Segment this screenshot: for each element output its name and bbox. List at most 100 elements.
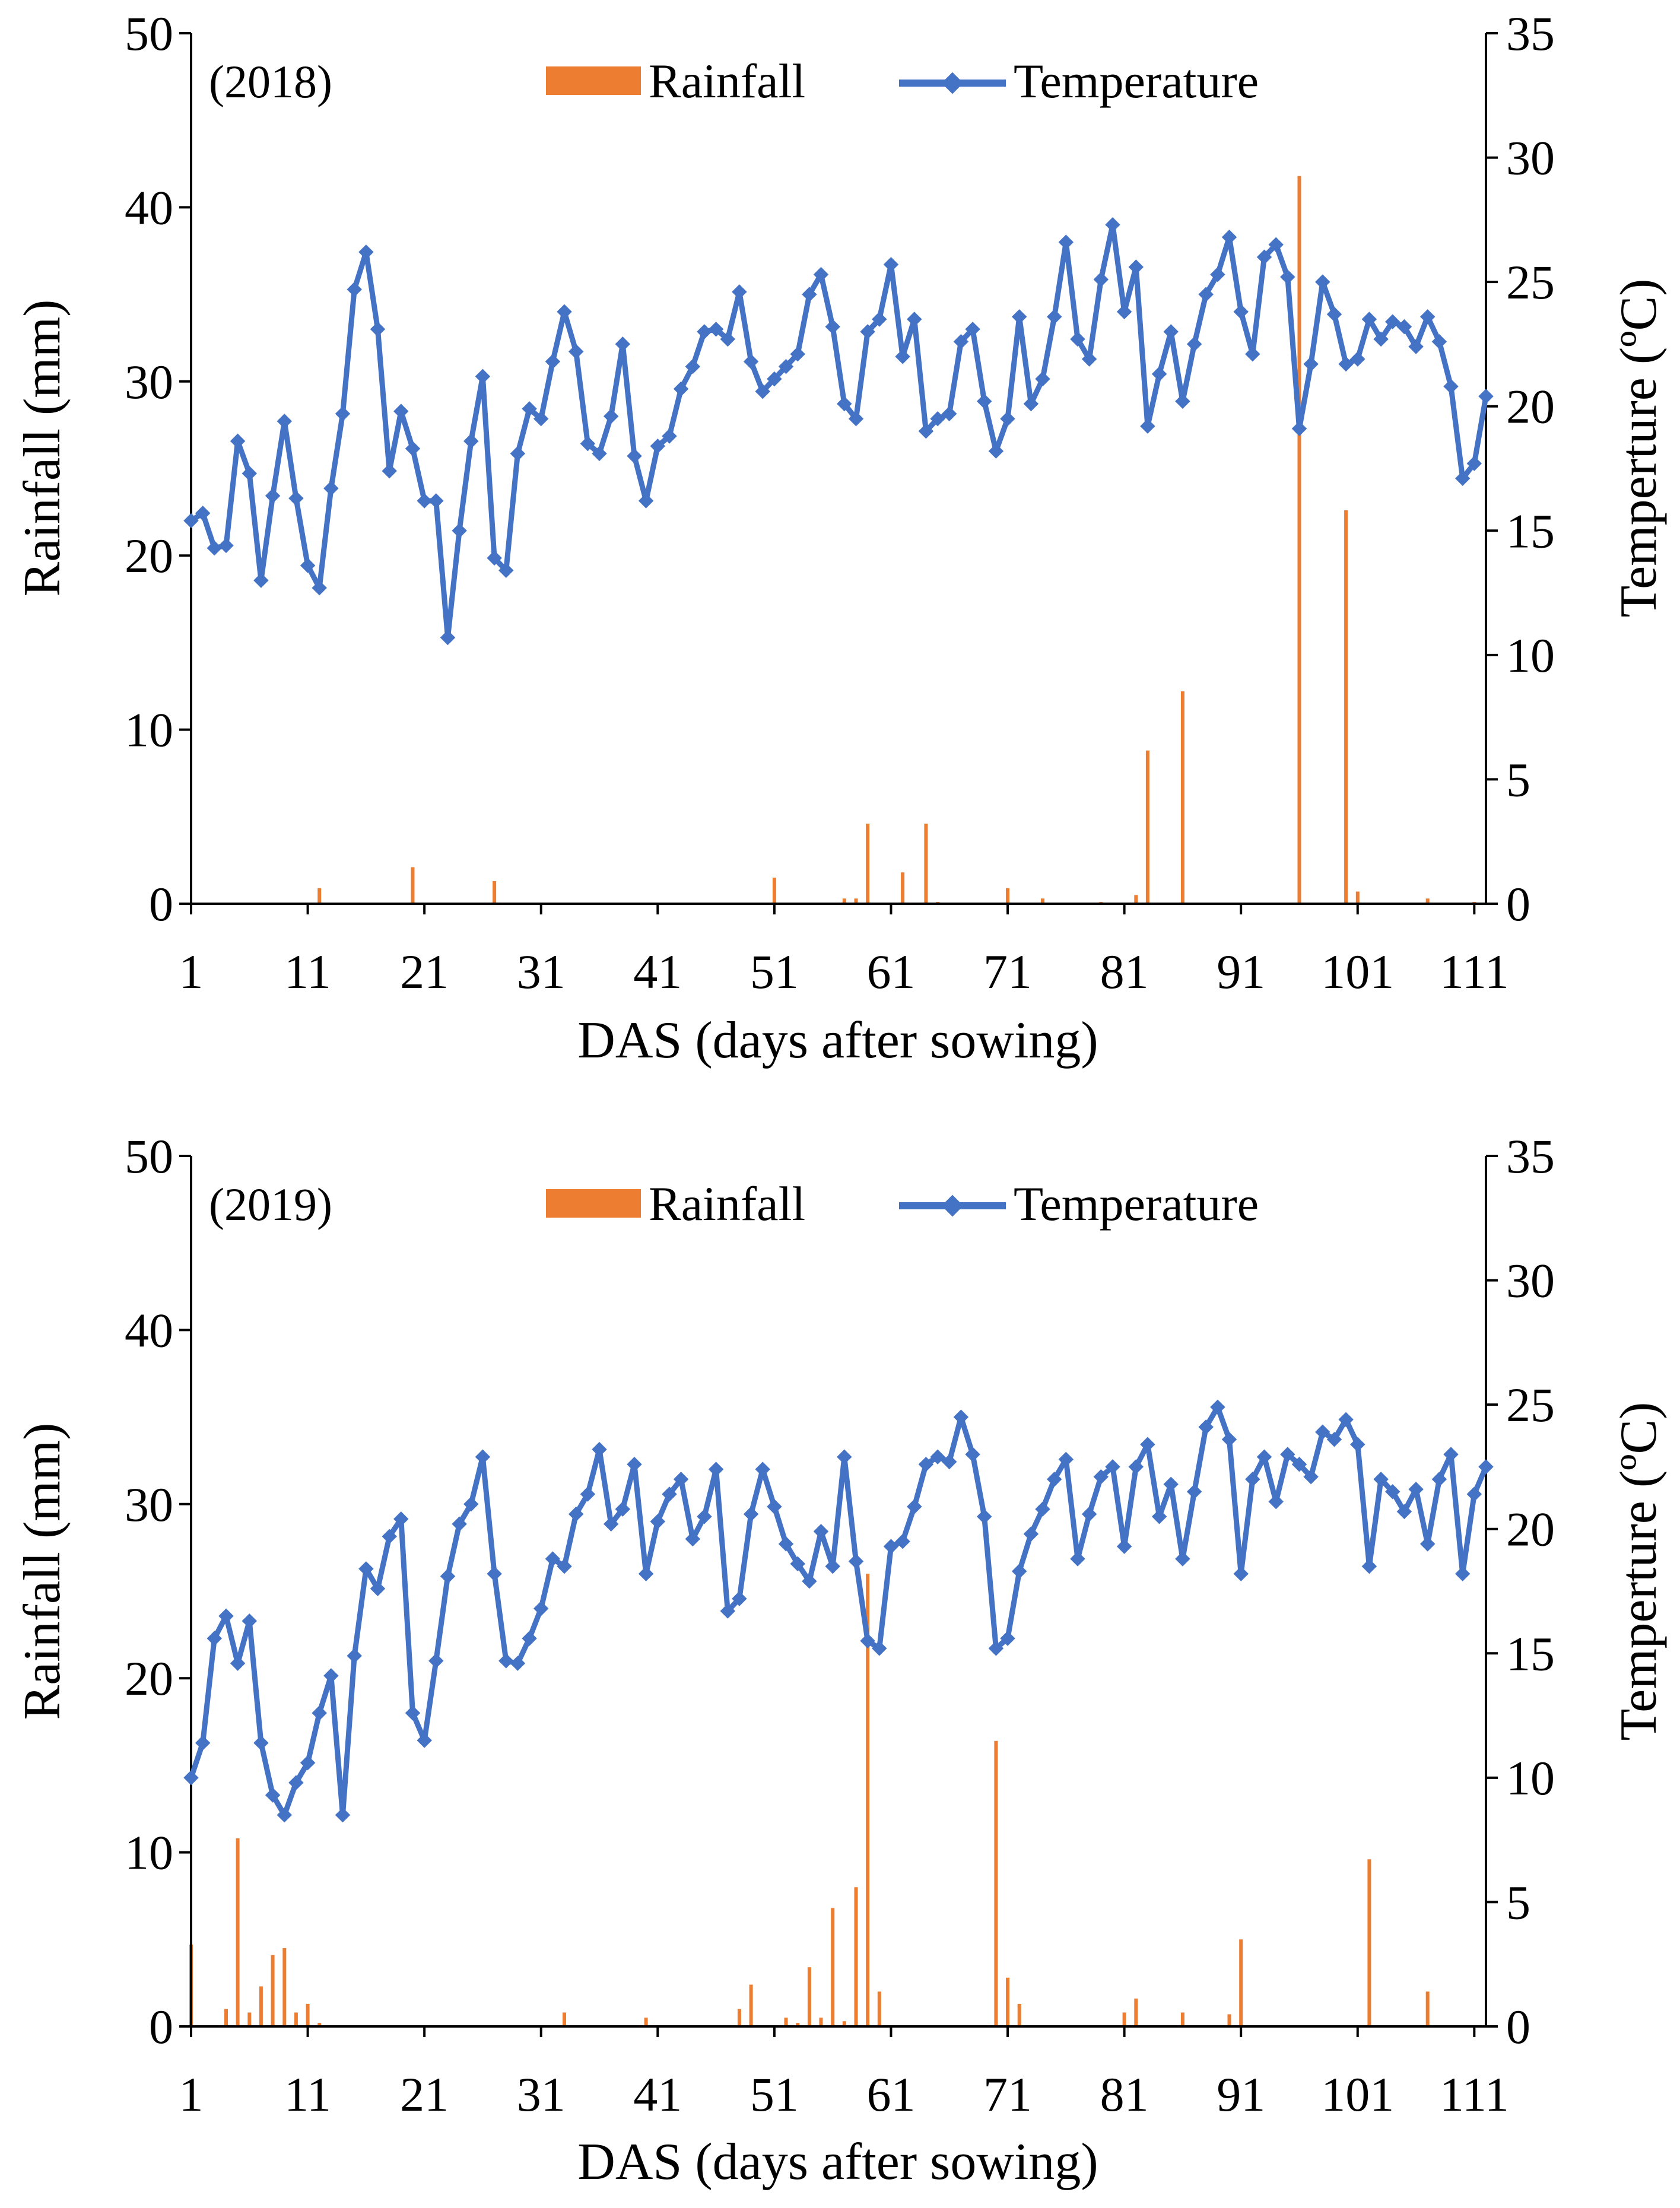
x-tick-label: 1 <box>179 2067 204 2121</box>
rainfall-bar <box>796 2023 800 2026</box>
temperature-point <box>568 344 584 360</box>
y-left-tick-label: 50 <box>125 7 173 61</box>
temperature-point <box>463 433 479 449</box>
rainfall-bar <box>1017 2003 1021 2026</box>
temperature-point <box>1338 1412 1354 1428</box>
rainfall-bar <box>1367 1859 1371 2026</box>
x-tick-label: 31 <box>517 945 566 999</box>
y-right-tick-label: 35 <box>1506 1129 1555 1183</box>
rainfall-bar <box>247 2012 252 2026</box>
y-left-tick-label: 40 <box>125 1303 173 1357</box>
temperature-point <box>498 563 514 579</box>
temperature-point <box>382 463 397 479</box>
x-tick-label: 101 <box>1321 945 1394 999</box>
y-right-tick-label: 20 <box>1506 1502 1555 1556</box>
x-tick-label: 81 <box>1100 945 1149 999</box>
rainfall-bar <box>224 2009 228 2026</box>
temperature-point <box>218 538 234 554</box>
rainfall-bar <box>854 898 858 904</box>
y-right-tick-label: 30 <box>1506 1254 1555 1308</box>
legend-rainfall-label: Rainfall <box>649 1177 805 1231</box>
temperature-point <box>347 281 362 297</box>
legend-rainfall-swatch <box>546 1189 641 1218</box>
rainfall-bar <box>772 878 776 904</box>
x-tick-label: 41 <box>633 2067 682 2121</box>
y-right-tick-label: 10 <box>1506 628 1555 682</box>
temperature-point <box>1210 266 1225 282</box>
y-left-tick-label: 10 <box>125 1826 173 1880</box>
rainfall-bar <box>1006 1977 1009 2026</box>
y-right-tick-label: 20 <box>1506 380 1555 434</box>
y-axis-right-title: Temperture (ºC) <box>1610 279 1668 618</box>
temperature-point <box>207 540 223 556</box>
temperature-point <box>1291 1456 1307 1472</box>
rainfall-bar <box>1344 510 1348 904</box>
temperature-point <box>1373 1472 1389 1487</box>
temperature-point <box>335 406 351 422</box>
temperature-point <box>1478 1459 1494 1475</box>
temperature-point <box>323 481 339 496</box>
temperature-point <box>580 436 596 452</box>
temperature-point <box>1210 1399 1225 1415</box>
rainfall-bar <box>493 881 497 904</box>
panel-title: (2019) <box>209 1178 332 1230</box>
rainfall-bar <box>1297 176 1301 904</box>
rainfall-bar <box>866 1574 870 2026</box>
y-left-tick-label: 20 <box>125 1651 173 1705</box>
temperature-point <box>1443 1447 1459 1462</box>
temperature-point <box>487 550 502 566</box>
y-left-tick-label: 0 <box>149 877 173 931</box>
y-right-tick-label: 25 <box>1506 255 1555 309</box>
rainfall-bar <box>271 1955 275 2026</box>
temperature-point <box>1221 1432 1237 1447</box>
temperature-point <box>393 404 409 419</box>
rainfall-bar <box>994 1740 998 2026</box>
x-axis-title: DAS (days after sowing) <box>577 2133 1098 2191</box>
temperature-point <box>358 244 374 260</box>
legend-temperature-label: Temperature <box>1014 1177 1259 1231</box>
temperature-point <box>1326 1432 1342 1447</box>
temperature-point <box>533 411 549 427</box>
rainfall-bar <box>807 1967 811 2026</box>
temperature-point <box>1408 1481 1424 1497</box>
rainfall-bar <box>1227 2014 1231 2026</box>
x-tick-label: 91 <box>1217 945 1265 999</box>
y-right-tick-label: 0 <box>1506 2000 1530 2054</box>
temperature-point <box>312 580 327 596</box>
temperature-point <box>417 493 432 509</box>
temperature-point <box>242 466 258 481</box>
temperature-point <box>1466 1486 1482 1502</box>
y-left-tick-label: 30 <box>125 1478 173 1532</box>
y-axis-left-title: Rainfall (mm) <box>14 1423 71 1720</box>
rainfall-bar <box>842 2021 846 2026</box>
rainfall-bar <box>563 2012 566 2026</box>
y-right-tick-label: 25 <box>1506 1378 1555 1432</box>
x-tick-label: 101 <box>1321 2067 1394 2121</box>
rainfall-bar <box>1006 888 1009 904</box>
x-tick-label: 51 <box>750 2067 799 2121</box>
temperature-point <box>265 488 281 504</box>
rainfall-bar <box>784 2018 788 2026</box>
temperature-point <box>428 493 444 509</box>
temperature-point <box>545 354 561 370</box>
x-tick-label: 41 <box>633 945 682 999</box>
rainfall-bar <box>1355 891 1360 904</box>
temperature-point <box>1256 1449 1272 1464</box>
temperature-point <box>1454 1566 1471 1581</box>
rainfall-bar <box>1425 1991 1430 2026</box>
temperature-point <box>510 446 526 462</box>
temperature-series <box>189 222 1489 640</box>
y-left-tick-label: 20 <box>125 529 173 583</box>
rainfall-bar <box>282 1948 287 2026</box>
legend-temperature-label: Temperature <box>1014 54 1259 108</box>
temperature-point <box>253 573 269 588</box>
temperature-point <box>1233 1566 1249 1581</box>
rainfall-bar <box>819 2018 823 2026</box>
y-right-tick-label: 5 <box>1506 752 1530 806</box>
temperature-point <box>370 322 386 337</box>
temperature-point <box>1303 1469 1319 1485</box>
y-axis-left-title: Rainfall (mm) <box>14 300 71 597</box>
x-tick-label: 111 <box>1440 945 1509 999</box>
